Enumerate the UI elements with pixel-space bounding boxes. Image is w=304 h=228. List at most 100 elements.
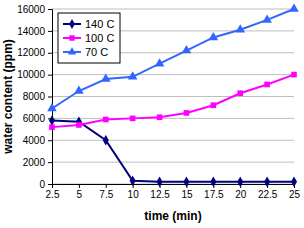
y-axis: 0 2000 4000 6000 8000 10000 12000 14000 16000 <box>17 4 52 190</box>
marker <box>49 115 55 126</box>
x-axis-title: time (min) <box>144 209 201 223</box>
legend-box <box>58 13 120 63</box>
x-tick-label: 20 <box>235 189 247 200</box>
y-tick: 12000 <box>17 47 52 58</box>
marker <box>130 175 136 186</box>
marker <box>237 177 243 188</box>
legend-marker <box>69 19 75 29</box>
series <box>49 72 297 130</box>
legend-label: 140 C <box>85 18 114 30</box>
y-axis-title: water content (ppm) <box>1 39 15 155</box>
grid-line <box>52 9 294 10</box>
x-tick-label: 15 <box>181 189 193 200</box>
marker <box>210 177 216 188</box>
grid-line <box>52 96 294 97</box>
x-tick-mark <box>79 184 80 188</box>
legend-label: 100 C <box>85 32 114 44</box>
x-tick-label: 2.5 <box>46 189 60 200</box>
x-tick-label: 25 <box>289 189 301 200</box>
y-tick: 2000 <box>23 157 52 168</box>
marker <box>157 114 163 120</box>
x-tick-label: 17.5 <box>204 189 224 200</box>
y-axis-line <box>48 10 53 185</box>
y-tick-label: 12000 <box>17 47 45 58</box>
y-tick: 6000 <box>23 113 52 124</box>
grid <box>52 9 294 184</box>
marker <box>128 71 138 79</box>
y-tick-label: 6000 <box>23 113 46 124</box>
x-tick-label: 7.5 <box>99 189 113 200</box>
y-tick-mark <box>48 75 52 76</box>
y-tick-mark <box>48 31 52 32</box>
x-tick-label: 10 <box>128 189 140 200</box>
marker <box>211 102 217 108</box>
marker <box>235 24 245 32</box>
x-tick-mark <box>106 184 107 188</box>
marker <box>264 177 270 188</box>
marker <box>76 122 82 128</box>
x-tick: 10 <box>128 184 140 200</box>
legend-item: 100 C <box>63 32 114 44</box>
x-tick: 20 <box>235 184 247 200</box>
x-axis-line <box>53 185 295 189</box>
y-tick-label: 10000 <box>17 69 45 80</box>
y-tick-mark <box>48 140 52 141</box>
marker <box>103 117 109 123</box>
y-tick-label: 8000 <box>23 91 46 102</box>
series-line <box>52 121 294 182</box>
x-tick: 15 <box>181 184 193 200</box>
y-tick: 16000 <box>17 4 52 15</box>
y-tick-label: 14000 <box>17 26 45 37</box>
marker <box>47 103 57 111</box>
marker <box>184 110 190 116</box>
x-tick: 12.5 <box>150 184 170 200</box>
y-tick: 0 <box>39 179 52 190</box>
marker <box>101 73 111 81</box>
legend: 140 C 100 C 70 C <box>58 13 120 63</box>
y-tick: 10000 <box>17 69 52 80</box>
series <box>47 3 299 111</box>
x-tick-label: 12.5 <box>150 189 170 200</box>
y-tick-label: 2000 <box>23 157 46 168</box>
y-tick-mark <box>48 53 52 54</box>
marker <box>182 45 192 53</box>
x-tick: 22.5 <box>258 184 278 200</box>
marker <box>157 177 163 188</box>
y-tick: 14000 <box>17 26 52 37</box>
grid-line <box>52 140 294 141</box>
y-tick-mark <box>48 162 52 163</box>
marker <box>209 32 219 40</box>
legend-label: 70 C <box>85 46 108 58</box>
data <box>47 3 299 187</box>
series <box>49 115 297 187</box>
chart: 0 2000 4000 6000 8000 10000 12000 14000 16000 2.5… <box>0 0 304 228</box>
y-tick: 4000 <box>23 135 52 146</box>
y-tick: 8000 <box>23 91 52 102</box>
y-tick-mark <box>48 9 52 10</box>
marker <box>155 58 165 66</box>
marker <box>130 116 136 122</box>
plot: 0 2000 4000 6000 8000 10000 12000 14000 16000 2.5… <box>17 3 300 200</box>
grid-line <box>52 162 294 163</box>
series-line <box>52 9 294 109</box>
marker <box>289 3 299 11</box>
legend-marker <box>68 47 76 54</box>
x-tick: 5 <box>77 184 83 200</box>
marker <box>74 85 84 93</box>
marker <box>49 124 55 130</box>
x-tick: 2.5 <box>46 184 60 200</box>
y-tick-mark <box>48 184 52 185</box>
legend-item: 70 C <box>63 46 108 58</box>
y-tick-label: 16000 <box>17 4 45 15</box>
x-tick: 17.5 <box>204 184 224 200</box>
x-axis: 2.5 5 7.5 10 12.5 15 17.5 20 22.5 25 <box>46 184 301 200</box>
marker <box>291 177 297 188</box>
grid-line <box>52 74 294 75</box>
x-tick-mark <box>52 184 53 188</box>
x-tick: 7.5 <box>99 184 113 200</box>
y-tick-mark <box>48 97 52 98</box>
x-tick: 25 <box>289 184 301 200</box>
marker <box>103 135 109 146</box>
legend-item: 140 C <box>63 18 114 30</box>
marker <box>237 90 243 96</box>
